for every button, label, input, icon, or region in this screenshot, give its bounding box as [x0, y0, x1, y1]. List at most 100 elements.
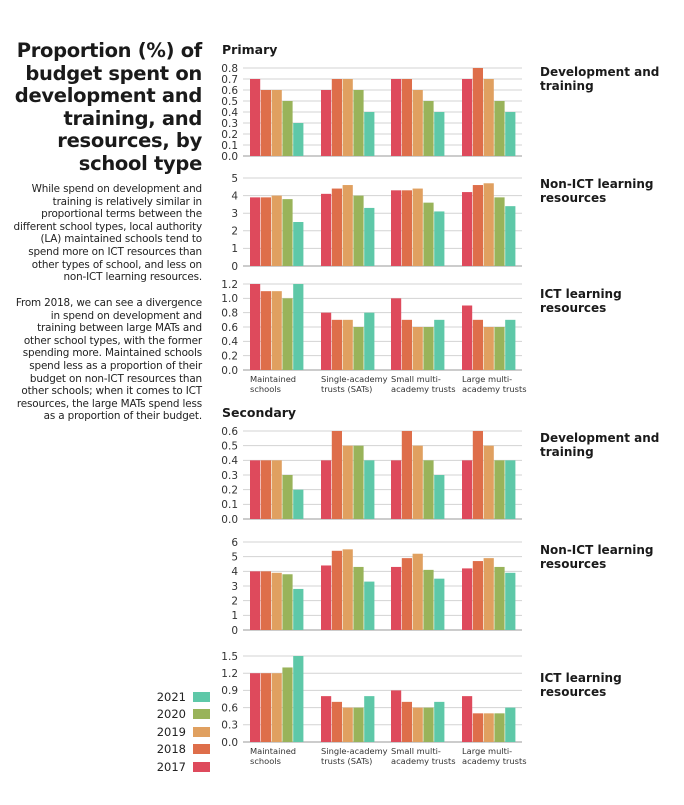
y-tick-label: 6: [231, 537, 238, 549]
y-tick-label: 0.0: [221, 365, 238, 377]
bar-2018-4: [472, 713, 483, 742]
bar-2017-3: [391, 79, 402, 156]
bar-2017-1: [250, 197, 261, 266]
panel-title: resources: [540, 301, 606, 315]
bar-2018-4: [472, 431, 483, 519]
bar-2019-4: [483, 713, 494, 742]
panel-title: resources: [540, 557, 606, 571]
bar-2020-2: [353, 90, 364, 156]
x-tick-label: Maintained: [250, 374, 296, 384]
bar-2017-4: [462, 79, 473, 156]
bar-2017-4: [462, 192, 473, 266]
bar-2019-3: [412, 707, 423, 742]
y-tick-label: 1.5: [221, 651, 238, 663]
bar-2018-3: [401, 431, 412, 519]
bar-2019-4: [483, 327, 494, 370]
bar-2017-2: [321, 193, 332, 266]
y-tick-label: 1.2: [221, 668, 238, 680]
bar-2021-3: [434, 701, 445, 742]
bar-2017-1: [250, 673, 261, 742]
bar-2020-2: [353, 195, 364, 266]
bar-2021-4: [505, 707, 516, 742]
y-tick-label: 0.1: [221, 499, 238, 511]
panel-title: training: [540, 445, 594, 459]
bar-2020-4: [494, 327, 505, 370]
bar-2019-1: [271, 195, 282, 266]
bar-2020-1: [282, 298, 293, 370]
panel-title: Non-ICT learning: [540, 177, 654, 191]
bar-2019-2: [342, 549, 353, 630]
legend-item-2021: 2021: [150, 688, 210, 706]
x-tick-label: Large multi-: [462, 746, 512, 756]
bar-2017-3: [391, 690, 402, 742]
y-tick-label: 0.5: [221, 440, 238, 452]
legend-label: 2020: [156, 707, 186, 722]
bar-2021-3: [434, 578, 445, 630]
bar-2021-1: [293, 588, 304, 630]
panel-title: Development and: [540, 65, 659, 79]
legend-swatch: [193, 744, 210, 755]
x-tick-label: Large multi-: [462, 374, 512, 384]
bar-2018-4: [472, 561, 483, 630]
legend-item-2020: 2020: [150, 706, 210, 724]
y-tick-label: 0.8: [221, 307, 238, 319]
legend-label: 2021: [156, 689, 186, 704]
bar-2021-2: [364, 207, 375, 266]
legend-swatch: [193, 726, 210, 737]
bar-2018-2: [331, 431, 342, 519]
bar-2018-1: [260, 460, 271, 519]
y-tick-label: 0: [231, 625, 238, 637]
bar-2017-3: [391, 190, 402, 266]
bar-2021-3: [434, 112, 445, 156]
x-tick-label: academy trusts: [391, 384, 456, 394]
bar-2020-3: [423, 327, 434, 370]
bar-2019-2: [342, 79, 353, 156]
bar-2018-3: [401, 558, 412, 630]
bar-2019-2: [342, 445, 353, 519]
bar-2017-1: [250, 79, 261, 156]
y-tick-label: 0.6: [221, 426, 238, 438]
bar-2019-2: [342, 185, 353, 266]
y-tick-label: 3: [231, 208, 238, 220]
bar-2020-3: [423, 460, 434, 519]
bar-2017-1: [250, 460, 261, 519]
bar-2018-1: [260, 571, 271, 630]
y-tick-label: 0.4: [221, 107, 238, 119]
x-tick-label: trusts (SATs): [321, 756, 372, 766]
legend-item-2017: 2017: [150, 758, 210, 776]
y-tick-label: 2: [231, 595, 238, 607]
panel-title: Non-ICT learning: [540, 543, 654, 557]
y-tick-label: 1: [231, 243, 238, 255]
bar-2020-2: [353, 327, 364, 370]
panel-title: ICT learning: [540, 671, 622, 685]
y-tick-label: 3: [231, 581, 238, 593]
bar-2019-1: [271, 572, 282, 630]
bar-2021-4: [505, 112, 516, 156]
bar-2020-4: [494, 713, 505, 742]
bar-2018-1: [260, 673, 271, 742]
y-tick-label: 5: [231, 173, 238, 185]
y-tick-label: 0.3: [221, 720, 238, 732]
bar-2021-1: [293, 222, 304, 266]
panel-title: resources: [540, 191, 606, 205]
x-tick-label: schools: [250, 756, 281, 766]
bar-2019-4: [483, 183, 494, 266]
bar-2021-2: [364, 312, 375, 370]
bar-2018-1: [260, 291, 271, 370]
bar-2018-4: [472, 185, 483, 266]
bar-2018-2: [331, 550, 342, 630]
bar-2021-3: [434, 211, 445, 266]
y-tick-label: 0.0: [221, 737, 238, 749]
y-tick-label: 0.3: [221, 118, 238, 130]
description-paragraph-1: While spend on development and training …: [13, 183, 203, 284]
panel-title: Development and: [540, 431, 659, 445]
bar-2019-1: [271, 90, 282, 156]
bar-2018-2: [331, 319, 342, 370]
legend-label: 2018: [156, 742, 186, 757]
bar-2020-3: [423, 202, 434, 266]
x-tick-label: Small multi-: [391, 746, 441, 756]
bar-2019-3: [412, 188, 423, 266]
y-tick-label: 0.6: [221, 322, 238, 334]
bar-2020-2: [353, 707, 364, 742]
bar-2020-1: [282, 667, 293, 742]
